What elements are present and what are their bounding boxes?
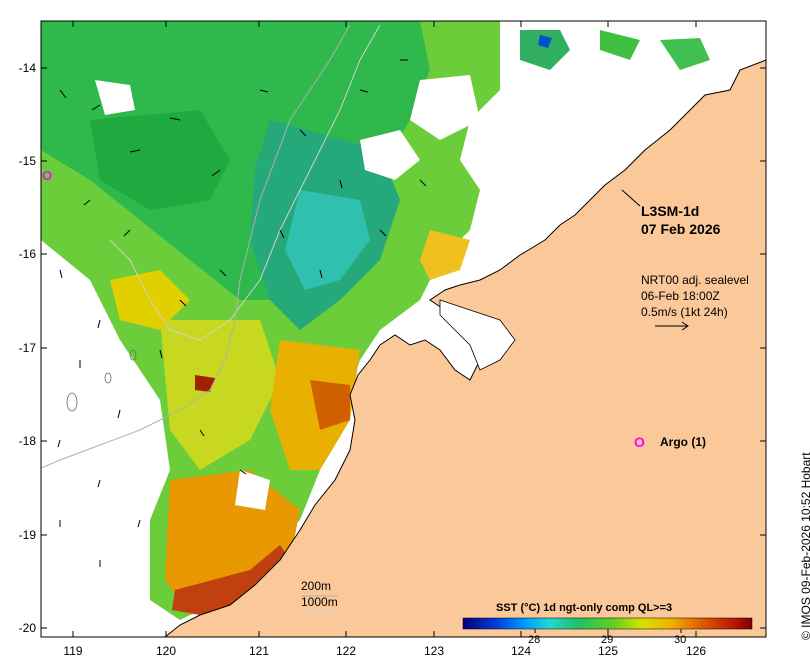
isobath-200m-label: 200m bbox=[301, 579, 332, 593]
reef-outline bbox=[104, 372, 112, 384]
axis-ticks bbox=[41, 21, 766, 637]
product-name: L3SM-1d bbox=[641, 203, 700, 219]
plot-frame bbox=[40, 20, 767, 638]
current-source: NRT00 adj. sealevel bbox=[641, 273, 749, 287]
lon-tick-label: 120 bbox=[155, 644, 177, 658]
colorbar-tick-label: 28 bbox=[528, 634, 541, 646]
lat-tick-label: -14 bbox=[18, 61, 36, 75]
isobath-1000m-label: 1000m bbox=[301, 595, 338, 609]
current-info: NRT00 adj. sealevel 06-Feb 18:00Z 0.5m/s… bbox=[641, 272, 749, 320]
lat-tick-label: -16 bbox=[18, 247, 36, 261]
gulf-water bbox=[439, 299, 516, 371]
lon-tick-label: 124 bbox=[510, 644, 532, 658]
argo-float-marker: O bbox=[42, 168, 52, 183]
current-scale-arrow bbox=[655, 321, 689, 331]
current-vectors bbox=[57, 59, 427, 567]
colorbar-tick-label: 29 bbox=[601, 634, 614, 646]
lat-tick-label: -20 bbox=[18, 621, 36, 635]
colorbar-ticks bbox=[534, 629, 682, 633]
argo-legend-label: Argo (1) bbox=[660, 435, 706, 449]
lat-tick-label: -19 bbox=[18, 528, 36, 542]
current-time: 06-Feb 18:00Z bbox=[641, 289, 720, 303]
lat-tick-label: -18 bbox=[18, 434, 36, 448]
lon-tick-label: 123 bbox=[423, 644, 445, 658]
australia-land bbox=[164, 59, 766, 637]
title-pointer bbox=[621, 189, 641, 207]
current-scale: 0.5m/s (1kt 24h) bbox=[641, 305, 728, 319]
argo-legend-marker: O bbox=[634, 434, 645, 450]
lon-tick-label: 125 bbox=[597, 644, 619, 658]
lon-tick-label: 126 bbox=[685, 644, 707, 658]
isobath-200m bbox=[41, 24, 351, 469]
lon-tick-label: 119 bbox=[63, 644, 83, 658]
cloud-gaps bbox=[41, 75, 480, 637]
colorbar-tick-label: 30 bbox=[674, 634, 687, 646]
product-date: 07 Feb 2026 bbox=[641, 221, 721, 237]
colorbar-title: SST (°C) 1d ngt-only comp QL>=3 bbox=[496, 602, 673, 614]
imos-credit: © IMOS 09-Feb-2026 10:52 Hobart bbox=[799, 452, 810, 640]
map-title: L3SM-1d 07 Feb 2026 bbox=[641, 202, 720, 238]
lon-tick-label: 122 bbox=[335, 644, 357, 658]
reef-outline bbox=[129, 349, 137, 361]
isobath-1000m bbox=[109, 24, 381, 341]
lat-tick-label: -15 bbox=[18, 154, 36, 168]
reef-outline bbox=[66, 392, 78, 412]
lon-tick-label: 121 bbox=[248, 644, 270, 658]
colorbar bbox=[462, 617, 753, 630]
lat-tick-label: -17 bbox=[18, 341, 36, 355]
